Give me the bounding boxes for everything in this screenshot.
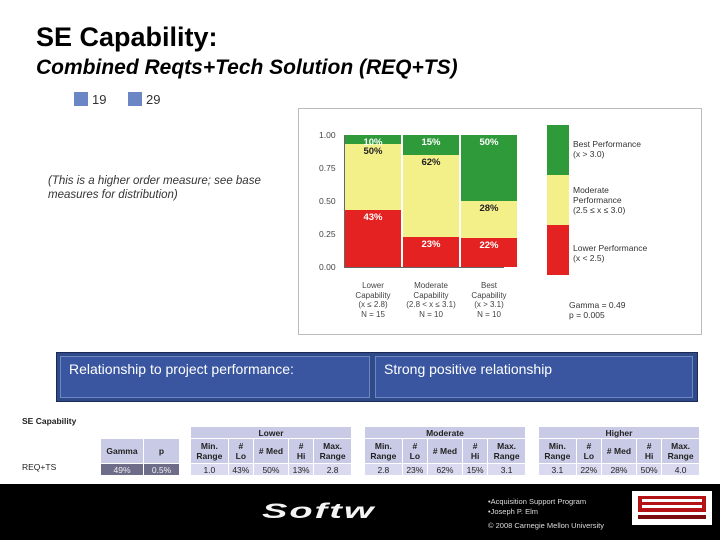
- header-lo: # Lo: [401, 438, 428, 464]
- relationship-value: Strong positive relationship: [375, 356, 693, 398]
- header-hi: # Hi: [288, 438, 315, 464]
- header-min: Min. Range: [190, 438, 229, 464]
- x-category-label: Best Capability (x > 3.1) N = 10: [471, 281, 507, 319]
- bar-segment: 62%: [403, 155, 459, 237]
- footer-copyright: © 2008 Carnegie Mellon University: [488, 521, 604, 530]
- legend-label-best: Best Performance (x > 3.0): [573, 139, 642, 159]
- header-hi: # Hi: [636, 438, 663, 464]
- footer-line-2: •Joseph P. Elm: [488, 507, 539, 516]
- group-higher: Higher: [538, 426, 700, 439]
- cell-gamma: 49%: [100, 463, 144, 476]
- header-lo: # Lo: [227, 438, 254, 464]
- bar-segment: 10%: [345, 135, 401, 148]
- cell-higher-hi: 50%: [636, 463, 663, 476]
- brand-wordmark: Softw: [262, 500, 376, 524]
- ndia-logo-icon: [632, 491, 712, 525]
- header-med: # Med: [426, 438, 464, 464]
- p-stat: p = 0.005: [569, 310, 605, 320]
- y-tick-label: 0.50: [319, 196, 336, 206]
- slide-title: SE Capability:: [36, 22, 218, 52]
- bar-segment: 50%: [345, 144, 401, 210]
- y-tick-label: 0.25: [319, 229, 336, 239]
- group-lower: Lower: [190, 426, 352, 439]
- bar-value-label: 28%: [479, 203, 499, 214]
- cell-moderate-min: 2.8: [364, 463, 403, 476]
- y-tick-label: 1.00: [319, 130, 336, 140]
- slide-subtitle: Combined Reqts+Tech Solution (REQ+TS): [36, 56, 458, 79]
- x-category-label: Moderate Capability (2.8 < x ≤ 3.1) N = 10: [406, 281, 456, 319]
- prev-slide-button[interactable]: [74, 92, 88, 106]
- bar-value-label: 10%: [363, 137, 383, 148]
- gamma-table: Gamma p 49% 0.5%: [100, 438, 180, 476]
- cell-moderate-hi: 15%: [462, 463, 489, 476]
- next-slide-button[interactable]: [128, 92, 142, 106]
- lower-table: Lower Min. Range # Lo # Med # Hi Max. Range …: [190, 426, 352, 476]
- bar-segment: 22%: [461, 238, 517, 267]
- chart-panel: 1.00 0.75 0.50 0.25 0.00 43% 50% 10% 23% 62%…: [298, 108, 702, 335]
- cell-lower-max: 2.8: [313, 463, 352, 476]
- cell-moderate-med: 62%: [426, 463, 464, 476]
- header-hi: # Hi: [462, 438, 489, 464]
- header-gamma: Gamma: [100, 438, 144, 464]
- bar-segment: 28%: [461, 201, 517, 238]
- cell-lower-min: 1.0: [190, 463, 229, 476]
- legend-label-moderate: Moderate Performance (2.5 ≤ x ≤ 3.0): [573, 185, 626, 215]
- header-lo: # Lo: [575, 438, 602, 464]
- header-max: Max. Range: [313, 438, 352, 464]
- y-tick-label: 0.75: [319, 163, 336, 173]
- x-axis: [344, 267, 504, 268]
- moderate-table: Moderate Min. Range # Lo # Med # Hi Max. Ran…: [364, 426, 526, 476]
- cell-higher-min: 3.1: [538, 463, 577, 476]
- bar-value-label: 22%: [479, 240, 499, 251]
- table-title: SE Capability: [22, 416, 77, 426]
- bar-segment: 23%: [403, 237, 459, 267]
- legend-swatch-moderate: [547, 175, 569, 225]
- legend-label-lower: Lower Performance (x < 2.5): [573, 243, 648, 263]
- gamma-stat: Gamma = 0.49: [569, 300, 626, 310]
- header-p: p: [143, 438, 180, 464]
- header-med: # Med: [600, 438, 638, 464]
- bar-value-label: 43%: [363, 212, 383, 223]
- chart-legend: Best Performance (x > 3.0) Moderate Perfor…: [547, 125, 693, 275]
- group-moderate: Moderate: [364, 426, 526, 439]
- higher-table: Higher Min. Range # Lo # Med # Hi Max. Range…: [538, 426, 700, 476]
- bar-value-label: 50%: [479, 137, 499, 148]
- bar-value-label: 23%: [421, 239, 441, 250]
- y-axis: [344, 135, 345, 267]
- table-row-label: REQ+TS: [22, 462, 57, 472]
- cell-p: 0.5%: [143, 463, 180, 476]
- header-max: Max. Range: [661, 438, 700, 464]
- cell-lower-hi: 13%: [288, 463, 315, 476]
- cell-higher-med: 28%: [600, 463, 638, 476]
- next-slide-number: 29: [146, 92, 161, 107]
- footer-bar: [0, 484, 720, 540]
- cell-moderate-lo: 23%: [401, 463, 428, 476]
- header-min: Min. Range: [364, 438, 403, 464]
- cell-higher-max: 4.0: [661, 463, 700, 476]
- bar-value-label: 62%: [421, 157, 441, 168]
- bar-value-label: 15%: [421, 137, 441, 148]
- cell-higher-lo: 22%: [575, 463, 602, 476]
- bar-value-label: 50%: [363, 146, 383, 157]
- cell-lower-med: 50%: [252, 463, 290, 476]
- y-tick-label: 0.00: [319, 262, 336, 272]
- relationship-label: Relationship to project performance:: [60, 356, 370, 398]
- cell-lower-lo: 43%: [227, 463, 254, 476]
- measure-note: (This is a higher order measure; see bas…: [48, 175, 261, 201]
- footer-line-1: •Acquisition Support Program: [488, 497, 587, 506]
- cell-moderate-max: 3.1: [487, 463, 526, 476]
- chart-stats: Gamma = 0.49 p = 0.005: [569, 300, 625, 320]
- header-med: # Med: [252, 438, 290, 464]
- x-category-label: Lower Capability (x ≤ 2.8) N = 15: [355, 281, 391, 319]
- legend-swatch-lower: [547, 225, 569, 275]
- legend-swatch-best: [547, 125, 569, 175]
- header-min: Min. Range: [538, 438, 577, 464]
- bar-segment: 43%: [345, 210, 401, 267]
- bar-segment: 15%: [403, 135, 459, 155]
- header-max: Max. Range: [487, 438, 526, 464]
- bar-segment: 50%: [461, 135, 517, 201]
- prev-slide-number: 19: [92, 92, 107, 107]
- relationship-bar: Relationship to project performance: Str…: [56, 352, 698, 402]
